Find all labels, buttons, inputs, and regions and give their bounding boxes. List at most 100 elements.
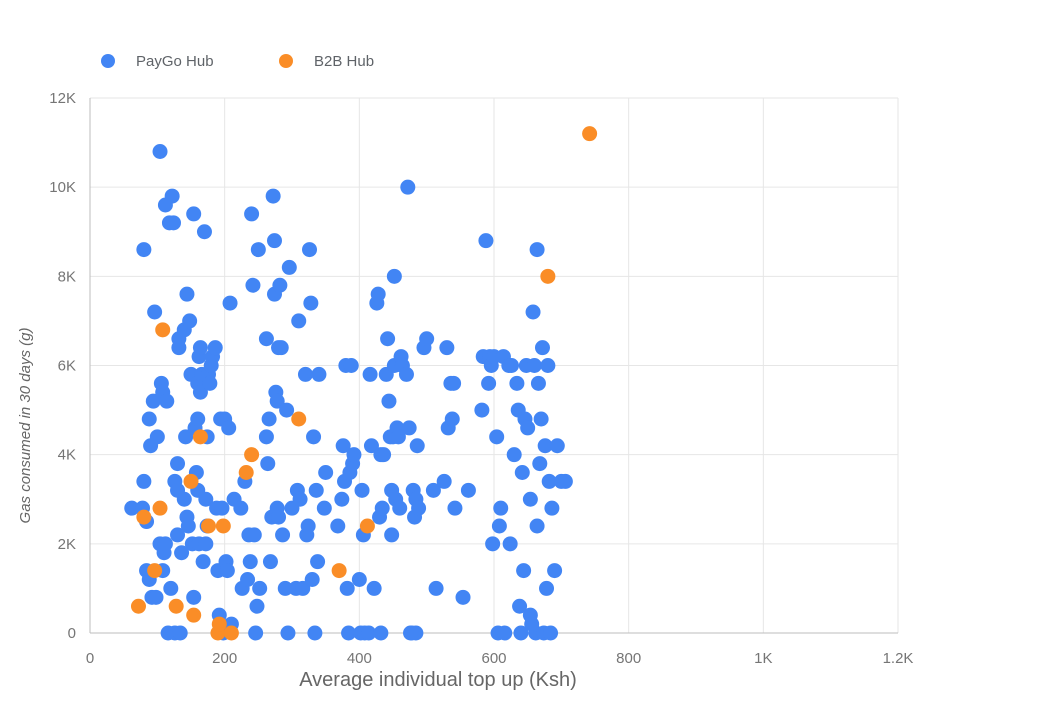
data-point [244,447,260,463]
data-point [223,625,239,641]
y-tick-label: 10K [49,179,76,196]
data-point [526,358,542,373]
data-point [186,607,202,623]
data-point [258,331,274,347]
data-point [198,491,214,507]
data-point [398,366,414,382]
y-tick-label: 0 [68,625,76,642]
data-point [316,500,332,516]
data-point [502,536,518,552]
data-point [351,572,367,587]
data-point [541,473,557,489]
data-point [233,500,249,516]
data-point [311,366,327,382]
data-point [380,331,396,347]
data-point [540,358,556,373]
data-point [164,188,180,204]
data-point [242,554,258,570]
data-point [266,233,282,249]
data-point [201,518,217,534]
data-point [374,500,390,516]
series-b2b-hub [130,126,598,641]
data-points [124,126,598,641]
data-point [525,304,541,320]
data-point [186,589,202,605]
data-point [249,598,265,614]
data-point [366,580,382,596]
legend-label: PayGo Hub [136,53,214,70]
data-point [534,340,550,356]
data-point [157,536,173,552]
data-point [183,473,199,489]
data-point [148,589,164,605]
data-point [265,188,281,204]
data-point [512,598,528,614]
data-point [489,429,505,445]
data-point [238,465,254,480]
data-point [493,500,509,516]
data-point [170,456,186,472]
data-point [261,411,277,427]
y-tick-label: 12K [49,90,76,107]
data-point [292,491,308,507]
data-point [277,580,293,596]
y-axis-title: Gas consumed in 30 days (g) [17,328,34,524]
data-point [478,233,494,249]
data-point [504,358,520,373]
y-tick-label: 4K [58,447,76,464]
data-point [331,563,347,579]
data-point [168,598,184,614]
data-point [170,527,186,543]
x-axis-title: Average individual top up (Ksh) [299,669,577,691]
data-point [506,447,522,463]
data-point [455,589,471,605]
data-point [543,625,559,641]
data-point [136,242,152,258]
data-point [192,340,208,356]
data-point [386,268,402,284]
x-tick-label: 0 [86,650,94,667]
data-point [341,625,357,641]
data-point [474,402,490,418]
data-point [481,375,497,391]
data-point [300,518,316,534]
data-point [354,482,370,498]
data-point [214,500,230,516]
data-point [425,482,441,498]
data-point [297,366,313,382]
data-point [400,179,416,195]
data-point [334,491,350,507]
data-point [196,224,212,240]
data-point [310,554,326,570]
data-point [147,304,163,320]
data-point [273,340,289,356]
data-point [401,420,417,436]
data-point [248,625,264,641]
data-point [174,545,190,561]
data-point [192,429,208,445]
data-point [252,580,268,596]
data-point [513,625,529,641]
data-point [491,518,507,534]
data-point [165,215,181,231]
data-point [275,527,291,543]
data-point [246,527,262,543]
data-point [376,447,392,463]
data-point [447,500,463,516]
data-point [446,375,462,391]
data-point [392,500,408,516]
data-point [124,500,140,516]
data-point [222,295,238,311]
data-point [176,491,192,507]
data-point [303,295,319,311]
data-point [141,411,157,427]
data-point [280,625,296,641]
legend-marker [101,54,115,68]
data-point [582,126,598,142]
data-point [409,438,425,454]
data-point [221,420,237,436]
data-point [159,393,175,409]
y-tick-label: 8K [58,268,76,285]
data-point [215,518,231,534]
x-tick-label: 200 [212,650,237,667]
